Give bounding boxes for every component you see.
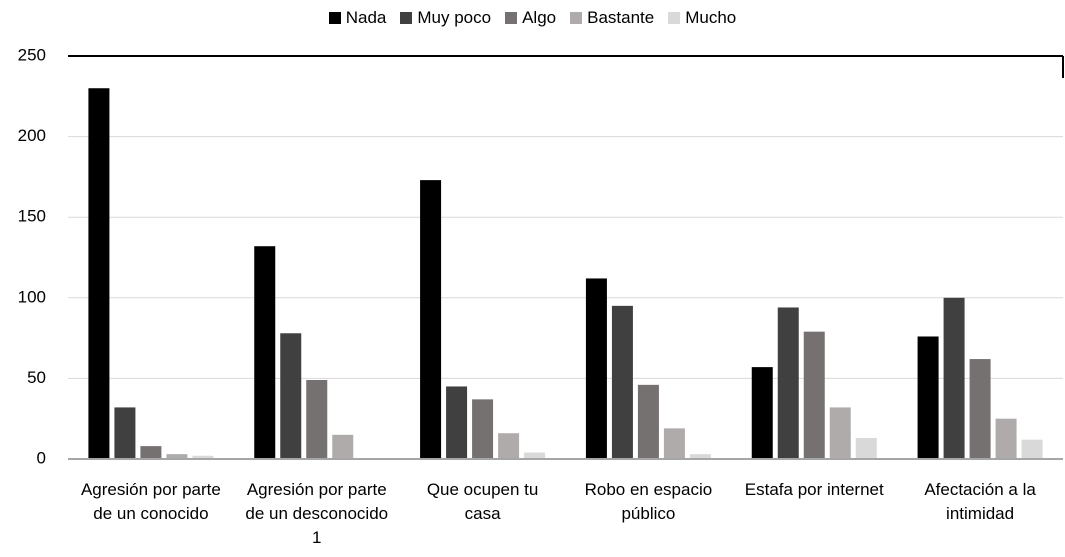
legend-label: Bastante (587, 8, 655, 27)
legend-label: Nada (345, 8, 387, 27)
y-tick-label: 250 (18, 45, 46, 64)
x-tick-label: Afectación a la intimidad (924, 480, 1036, 523)
bar (637, 384, 659, 459)
legend-swatch (505, 12, 518, 24)
y-tick-label: 200 (18, 126, 46, 145)
x-tick-label: Agresión por parte de un desconocido 1 (245, 480, 389, 547)
bar (611, 305, 633, 459)
bar (114, 407, 136, 459)
bar (192, 455, 214, 459)
bar (524, 452, 546, 459)
x-tick-label: Robo en espacio público (584, 480, 713, 523)
legend-swatch (570, 12, 583, 24)
bar (969, 359, 991, 459)
bar (1021, 439, 1043, 459)
x-tick-label: Que ocupen tu casa (426, 480, 539, 523)
bar (446, 386, 468, 459)
bar (88, 88, 110, 460)
y-tick-label: 150 (18, 207, 46, 226)
bar (689, 454, 711, 459)
legend-item: Nada (328, 8, 387, 28)
bar (751, 367, 773, 459)
bar (829, 407, 851, 459)
bar (280, 333, 302, 459)
bar (420, 180, 442, 459)
bar (332, 434, 354, 459)
legend-item: Algo (505, 8, 556, 28)
bar (498, 433, 520, 459)
y-tick-label: 50 (27, 368, 46, 387)
bar (943, 297, 965, 459)
bar (585, 278, 607, 459)
legend: Nada Muy poco Algo Bastante Mucho (0, 8, 1065, 28)
legend-label: Mucho (685, 8, 737, 27)
y-tick-label: 0 (37, 448, 46, 467)
bar (995, 418, 1017, 459)
bar (777, 307, 799, 459)
legend-item: Bastante (570, 8, 654, 28)
legend-swatch (668, 12, 681, 24)
legend-label: Algo (522, 8, 557, 27)
legend-swatch (328, 12, 341, 24)
legend-swatch (400, 12, 413, 24)
bar (140, 446, 162, 459)
y-tick-label: 100 (18, 287, 46, 306)
bar (855, 438, 877, 459)
bar (166, 454, 188, 459)
bar (917, 336, 939, 459)
legend-item: Mucho (668, 8, 736, 28)
bar (803, 331, 825, 459)
bar (306, 380, 328, 459)
bar (254, 246, 276, 459)
x-tick-label: Estafa por internet (744, 480, 884, 499)
x-tick-label: Agresión por parte de un conocido (80, 480, 221, 523)
legend-item: Muy poco (400, 8, 491, 28)
bar (663, 428, 685, 459)
bar (472, 399, 494, 459)
legend-label: Muy poco (417, 8, 492, 27)
